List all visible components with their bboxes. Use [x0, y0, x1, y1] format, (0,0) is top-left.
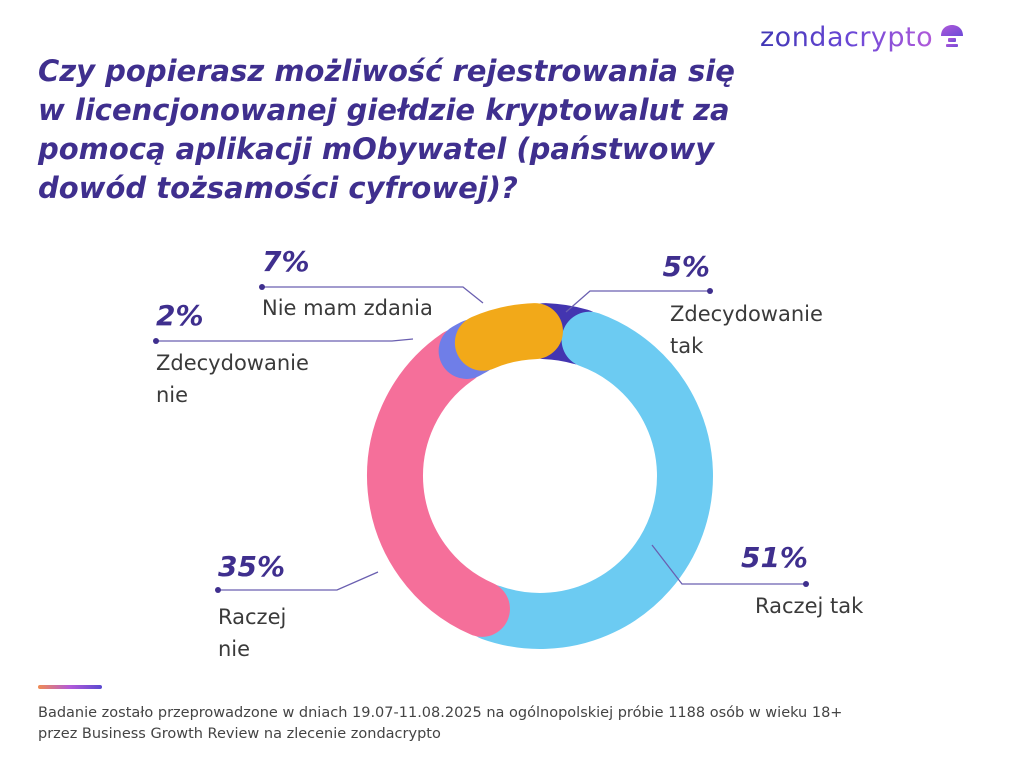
callout-dot-0 — [707, 288, 713, 294]
callout-dot-3 — [153, 338, 159, 344]
brand-logo: zondacrypto — [760, 22, 965, 53]
callout-label-3: Zdecydowanie — [156, 351, 309, 375]
callout-percent-0: 5% — [662, 250, 710, 283]
callout-label-3: nie — [156, 383, 188, 407]
donut-slice-2 — [367, 328, 510, 637]
callout-line-3 — [156, 338, 414, 342]
callout-label-1: Raczej tak — [755, 594, 864, 618]
accent-bar — [38, 685, 102, 689]
callout-label-0: tak — [670, 334, 704, 358]
callout-label-2: Raczej — [218, 605, 286, 629]
callout-dot-1 — [803, 581, 809, 587]
callout-line-0 — [565, 290, 710, 313]
title-line: Czy popierasz możliwość rejestrowania si… — [38, 54, 735, 88]
callout-percent-3: 2% — [156, 299, 204, 332]
callout-line-4 — [262, 286, 484, 304]
callouts: 5% Zdecydowanie tak 51% Raczej tak 35% Raczej n… — [153, 245, 864, 661]
title-line: pomocą aplikacji mObywatel (państwowy — [38, 132, 715, 166]
callout-line-2 — [218, 571, 379, 591]
mushroom-icon — [939, 23, 965, 53]
logo-text: zondacrypto — [760, 22, 934, 53]
callout-percent-2: 35% — [218, 550, 285, 583]
footnote: Badanie zostało przeprowadzone w dniach … — [38, 703, 938, 745]
title-line: dowód tożsamości cyfrowej)? — [38, 171, 518, 205]
donut-slice-4 — [454, 303, 563, 371]
callout-dot-2 — [215, 587, 221, 593]
callout-label-2: nie — [218, 637, 250, 661]
callout-percent-1: 51% — [741, 541, 808, 574]
callout-percent-4: 7% — [262, 245, 310, 278]
callout-dot-4 — [259, 284, 265, 290]
callout-label-0: Zdecydowanie — [670, 302, 823, 326]
footnote-line: przez Business Growth Review na zlecenie… — [38, 726, 441, 742]
footnote-line: Badanie zostało przeprowadzone w dniach … — [38, 705, 843, 721]
title-line: w licencjonowanej giełdzie kryptowalut z… — [38, 93, 730, 127]
callout-line-1 — [651, 544, 806, 585]
donut-slice-1 — [463, 311, 713, 649]
page-title: Czy popierasz możliwość rejestrowania si… — [38, 52, 738, 208]
callout-label-4: Nie mam zdania — [262, 296, 433, 320]
donut-segments — [367, 303, 713, 649]
